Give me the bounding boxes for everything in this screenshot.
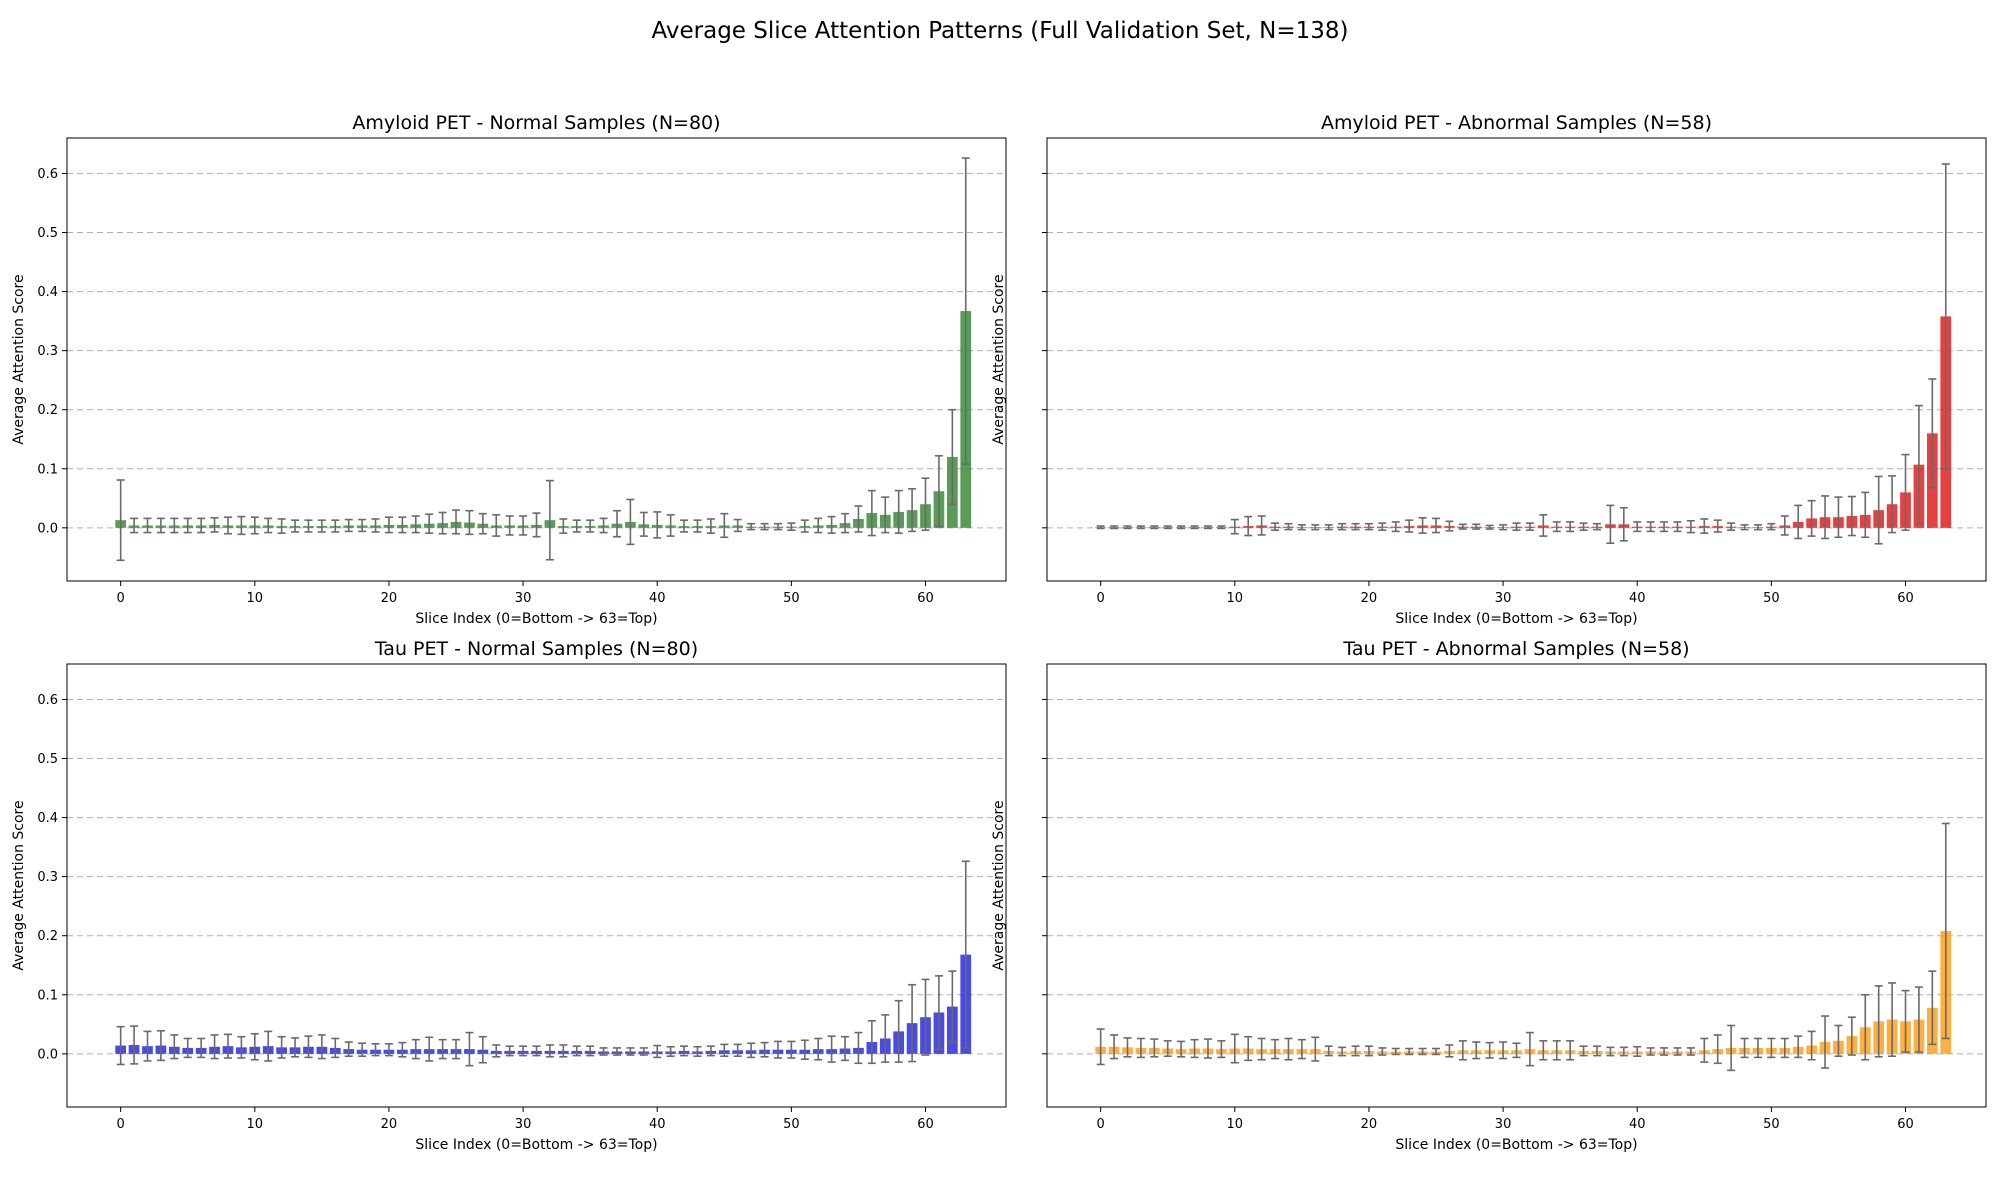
panel-4-ylabel: Average Attention Score — [991, 800, 1007, 970]
panel-1-ytick-label: 0.2 — [37, 403, 58, 418]
panel-3-title: Tau PET - Normal Samples (N=80) — [374, 638, 698, 660]
panel-3-ytick-label: 0.6 — [37, 693, 58, 708]
panel-2-xtick-label: 50 — [1763, 591, 1780, 606]
panel-3-xtick-label: 0 — [117, 1117, 125, 1132]
panel-2-xtick-label: 40 — [1629, 591, 1646, 606]
panel-4-xtick-label: 0 — [1097, 1117, 1105, 1132]
panel-1-xtick-label: 30 — [515, 591, 532, 606]
panel-1-ylabel: Average Attention Score — [11, 274, 27, 444]
panel-2-xtick-label: 30 — [1495, 591, 1512, 606]
panel-1-xtick-label: 20 — [381, 591, 398, 606]
panel-2-axes-frame — [1046, 137, 1987, 582]
panel-4-xlabel: Slice Index (0=Bottom -> 63=Top) — [1395, 1137, 1637, 1153]
panel-2-xlabel: Slice Index (0=Bottom -> 63=Top) — [1395, 611, 1637, 627]
panel-1-xtick-label: 10 — [247, 591, 264, 606]
panel-3-ytick-label: 0.2 — [37, 929, 58, 944]
panel-1-ytick-label: 0.1 — [37, 462, 58, 477]
panel-3-xtick-label: 40 — [649, 1117, 666, 1132]
panel-4-xtick-label: 30 — [1495, 1117, 1512, 1132]
panel-3-xlabel: Slice Index (0=Bottom -> 63=Top) — [415, 1137, 657, 1153]
panel-4-title: Tau PET - Abnormal Samples (N=58) — [1342, 638, 1689, 660]
panel-1-axes-frame — [66, 137, 1007, 582]
panel-3-ytick-label: 0.4 — [37, 811, 58, 826]
figure-title: Average Slice Attention Patterns (Full V… — [651, 18, 1349, 44]
panel-1-xtick-label: 40 — [649, 591, 666, 606]
panel-3-xtick-label: 30 — [515, 1117, 532, 1132]
panel-3-ytick-label: 0.0 — [37, 1047, 58, 1062]
panel-4-axes-frame — [1046, 663, 1987, 1108]
panel-1-ytick-label: 0.0 — [37, 521, 58, 536]
panel-2-ylabel: Average Attention Score — [991, 274, 1007, 444]
panel-4-xtick-label: 50 — [1763, 1117, 1780, 1132]
panel-1-ytick-label: 0.4 — [37, 285, 58, 300]
panel-3-xtick-label: 20 — [381, 1117, 398, 1132]
panel-2-xtick-label: 60 — [1897, 591, 1914, 606]
panel-2-title: Amyloid PET - Abnormal Samples (N=58) — [1321, 112, 1712, 134]
panel-2-xtick-label: 0 — [1097, 591, 1105, 606]
panel-1-xlabel: Slice Index (0=Bottom -> 63=Top) — [415, 611, 657, 627]
panel-1-ytick-label: 0.5 — [37, 226, 58, 241]
panel-1-xtick-label: 0 — [117, 591, 125, 606]
panel-3-ytick-label: 0.1 — [37, 988, 58, 1003]
panel-3-xtick-label: 10 — [247, 1117, 264, 1132]
panel-1-ytick-label: 0.6 — [37, 167, 58, 182]
panel-4-xtick-label: 20 — [1361, 1117, 1378, 1132]
panel-3-ytick-label: 0.5 — [37, 752, 58, 767]
panel-1-xtick-label: 60 — [917, 591, 934, 606]
panel-3-ylabel: Average Attention Score — [11, 800, 27, 970]
panel-4-xtick-label: 10 — [1227, 1117, 1244, 1132]
panel-3-xtick-label: 60 — [917, 1117, 934, 1132]
panel-1-title: Amyloid PET - Normal Samples (N=80) — [352, 112, 720, 134]
panel-4-xtick-label: 40 — [1629, 1117, 1646, 1132]
panel-4-xtick-label: 60 — [1897, 1117, 1914, 1132]
panel-3-ytick-label: 0.3 — [37, 870, 58, 885]
panel-3-axes-frame — [66, 663, 1007, 1108]
panel-3-xtick-label: 50 — [783, 1117, 800, 1132]
panel-2-xtick-label: 20 — [1361, 591, 1378, 606]
panel-1-ytick-label: 0.3 — [37, 344, 58, 359]
panel-1-xtick-label: 50 — [783, 591, 800, 606]
panel-2-xtick-label: 10 — [1227, 591, 1244, 606]
